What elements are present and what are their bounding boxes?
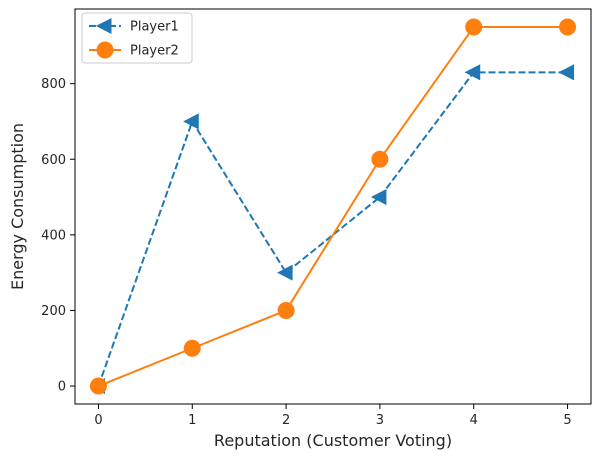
data-point bbox=[276, 264, 293, 281]
x-axis-ticks: 0 1 2 3 4 5 bbox=[94, 404, 572, 428]
data-point bbox=[371, 150, 389, 168]
x-tick-label: 5 bbox=[563, 413, 571, 428]
data-point bbox=[559, 18, 577, 36]
series-player2 bbox=[89, 18, 577, 395]
y-tick-label: 600 bbox=[41, 153, 66, 168]
y-tick-label: 400 bbox=[41, 228, 66, 243]
legend-item: Player1 bbox=[89, 17, 179, 35]
data-point bbox=[277, 301, 295, 319]
series-line-player1 bbox=[97, 71, 568, 387]
data-point bbox=[183, 113, 199, 130]
y-axis-ticks: 0 200 400 600 800 bbox=[41, 77, 75, 395]
x-tick-label: 2 bbox=[282, 413, 290, 428]
x-tick-label: 0 bbox=[94, 413, 102, 428]
y-tick-label: 800 bbox=[41, 77, 66, 92]
data-point bbox=[464, 64, 481, 81]
series-layer bbox=[89, 18, 577, 395]
data-point bbox=[183, 339, 201, 357]
y-axis-label: Energy Consumption bbox=[8, 123, 27, 290]
x-axis-label: Reputation (Customer Voting) bbox=[214, 431, 452, 450]
data-point bbox=[465, 18, 483, 36]
plot-area-frame bbox=[74, 8, 592, 405]
series-line-player2 bbox=[98, 25, 568, 387]
data-point bbox=[558, 64, 575, 81]
data-point bbox=[370, 189, 387, 206]
y-tick-label: 200 bbox=[41, 304, 66, 319]
legend-swatch-marker bbox=[95, 17, 112, 35]
series-player1 bbox=[89, 64, 575, 395]
legend-label: Player2 bbox=[130, 44, 179, 59]
x-tick-label: 3 bbox=[376, 413, 384, 428]
x-tick-label: 1 bbox=[188, 413, 196, 428]
legend-item: Player2 bbox=[89, 41, 179, 59]
legend: Player1 Player2 bbox=[81, 12, 193, 64]
x-tick-label: 4 bbox=[470, 413, 478, 428]
y-tick-label: 0 bbox=[58, 380, 66, 395]
legend-label: Player1 bbox=[130, 20, 179, 35]
legend-swatch-marker bbox=[96, 41, 114, 59]
data-point bbox=[89, 377, 107, 395]
